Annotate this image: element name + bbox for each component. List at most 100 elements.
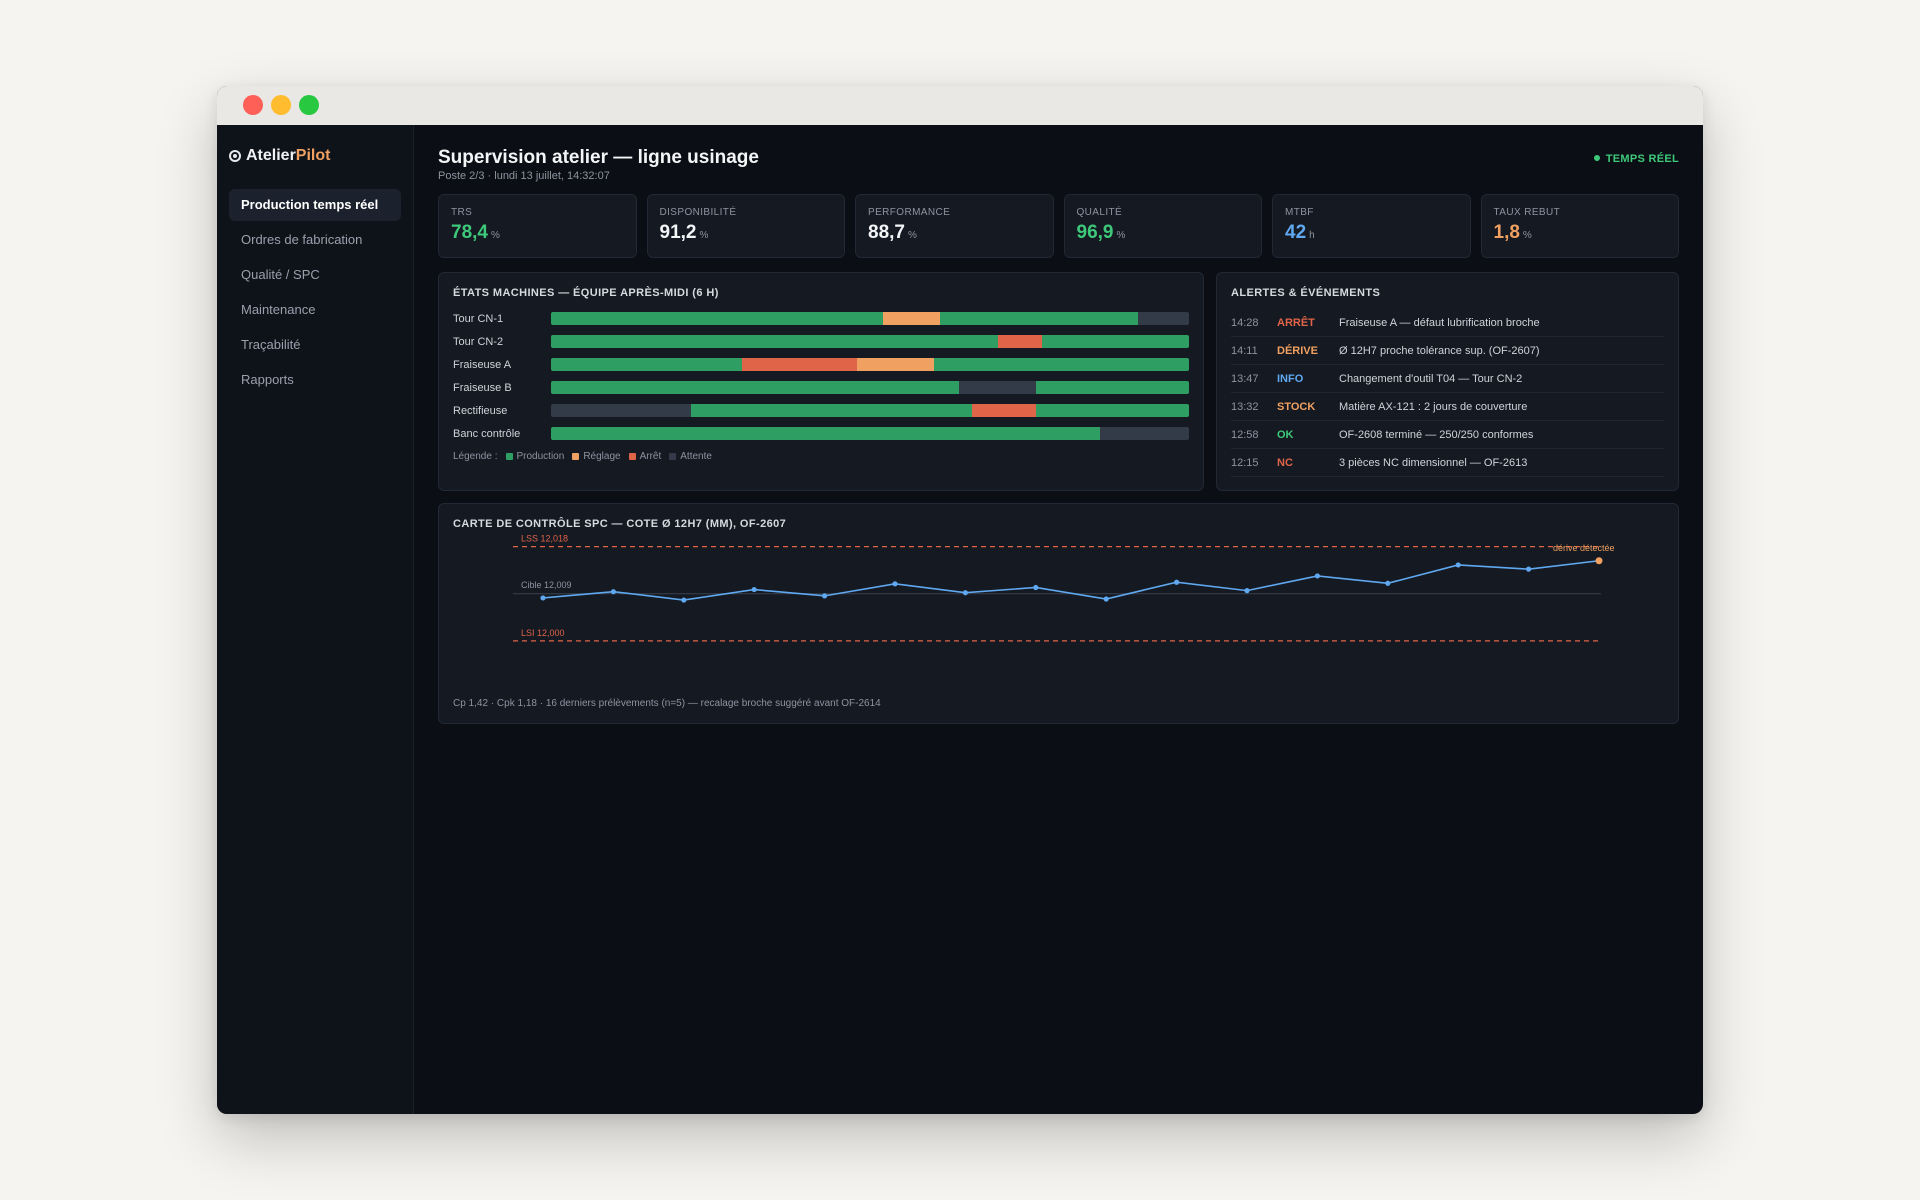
timeline-segment-production (1042, 335, 1189, 348)
timeline-segment-production (940, 312, 1138, 325)
machine-timeline-bar (551, 381, 1189, 394)
kpi-unit: % (1116, 230, 1126, 241)
alerts-panel: Alertes & événements 14:28 ARRÊT Fraiseuse… (1216, 272, 1679, 491)
kpi-unit: % (907, 230, 917, 241)
alert-time: 14:11 (1231, 344, 1258, 357)
spc-chart-panel: Carte de contrôle SPC — cote Ø 12H7 (mm)… (438, 503, 1679, 724)
sidebar-item-2[interactable]: Qualité / SPC (241, 267, 320, 282)
spc-point[interactable] (610, 589, 616, 595)
spc-point[interactable] (1526, 566, 1532, 572)
minimize-window-button[interactable] (271, 95, 291, 115)
spc-chart-title: Carte de contrôle SPC — cote Ø 12H7 (mm)… (453, 518, 787, 530)
alert-row[interactable]: 14:28 ARRÊT Fraiseuse A — défaut lubrifica… (1231, 309, 1664, 337)
alert-message: Changement d'outil T04 — Tour CN-2 (1339, 372, 1523, 385)
machine-row[interactable]: Tour CN-2 (453, 330, 1189, 353)
page-title: Supervision atelier — ligne usinage (438, 147, 759, 168)
kpi-value: 42 (1285, 222, 1307, 243)
kpi-value: 1,8 (1493, 222, 1520, 243)
sidebar-item-5[interactable]: Rapports (241, 372, 294, 387)
legend-swatch (505, 453, 513, 460)
lower-limit-label: LSI 12,000 (521, 628, 565, 638)
machine-row[interactable]: Rectifieuse (453, 399, 1189, 422)
brand-logo[interactable]: AtelierPilot (217, 147, 413, 165)
machine-row[interactable]: Tour CN-1 (453, 307, 1189, 330)
alert-message: Ø 12H7 proche tolérance sup. (OF-2607) (1339, 344, 1540, 357)
kpi-label: Disponibilité (659, 207, 737, 218)
spc-point[interactable] (962, 590, 969, 596)
spc-point[interactable] (751, 586, 757, 593)
alert-row[interactable]: 13:32 STOCK Matière AX-121 : 2 jours de co… (1231, 393, 1664, 421)
sidebar-item-4[interactable]: Traçabilité (241, 337, 301, 352)
spc-point[interactable] (1314, 573, 1320, 579)
kpi-value: 88,7 (868, 222, 905, 243)
kpi-card[interactable]: Disponibilité 91,2% (646, 194, 845, 258)
machine-timeline-bar (551, 312, 1189, 325)
legend-swatch (572, 453, 580, 460)
timeline-segment-production (691, 404, 973, 417)
sidebar-item-0[interactable]: Production temps réel (229, 189, 401, 221)
spc-point[interactable] (892, 581, 898, 587)
spc-chart: LSS 12,018 Cible 12,009 LSI 12,000 dérive d… (513, 534, 1615, 642)
kpi-label: Taux rebut (1493, 207, 1561, 218)
sidebar-item-1[interactable]: Ordres de fabrication (241, 232, 363, 247)
timeline-segment-production (551, 381, 960, 394)
app-window: AtelierPilot Production temps réel Ordres… (217, 86, 1703, 1114)
spc-point[interactable] (1455, 562, 1461, 568)
alert-tag: DÉRIVE (1277, 344, 1318, 357)
machine-name: Banc contrôle (453, 427, 521, 440)
alert-row[interactable]: 14:11 DÉRIVE Ø 12H7 proche tolérance sup. … (1231, 337, 1664, 365)
alerts-title: Alertes & événements (1231, 287, 1381, 299)
spc-alert-point[interactable] (1595, 557, 1603, 565)
machine-name: Rectifieuse (453, 404, 508, 417)
legend-item: Réglage (572, 451, 621, 462)
machine-row[interactable]: Fraiseuse B (453, 376, 1189, 399)
spc-point[interactable] (822, 593, 828, 599)
machine-states-panel: États machines — équipe après-midi (6 h)… (438, 272, 1204, 491)
alert-row[interactable]: 13:47 INFO Changement d'outil T04 — Tour C… (1231, 365, 1664, 393)
spc-point[interactable] (1174, 579, 1180, 585)
machine-row[interactable]: Banc contrôle (453, 422, 1189, 445)
maximize-window-button[interactable] (299, 95, 319, 115)
sidebar-item-3[interactable]: Maintenance (241, 302, 316, 317)
target-label: Cible 12,009 (521, 580, 572, 590)
alert-time: 12:58 (1231, 428, 1259, 441)
alert-tag: ARRÊT (1277, 316, 1315, 329)
realtime-indicator: TEMPS RÉEL (1593, 153, 1679, 165)
spc-point[interactable] (1033, 584, 1039, 591)
alert-row[interactable]: 12:15 NC 3 pièces NC dimensionnel — OF-261… (1231, 449, 1664, 477)
machine-row[interactable]: Fraiseuse A (453, 353, 1189, 376)
alert-row[interactable]: 12:58 OK OF-2608 terminé — 250/250 conform… (1231, 421, 1664, 449)
alert-tag: INFO (1277, 372, 1304, 385)
spc-point[interactable] (1244, 588, 1250, 594)
kpi-card[interactable]: Qualité 96,9% (1063, 194, 1262, 258)
kpi-value-group: 88,7% (868, 222, 1041, 244)
spc-point[interactable] (540, 595, 546, 601)
page-subtitle: Poste 2/3 · lundi 13 juillet, 14:32:07 (438, 170, 610, 182)
kpi-label: Performance (868, 207, 951, 218)
machine-name: Tour CN-2 (453, 335, 504, 348)
spc-point[interactable] (681, 597, 687, 603)
kpi-card[interactable]: TRS 78,4% (438, 194, 637, 258)
kpi-label: TRS (451, 207, 473, 218)
kpi-value-group: 96,9% (1077, 222, 1250, 244)
timeline-segment-arret (972, 404, 1036, 417)
kpi-value: 91,2 (659, 222, 697, 243)
machine-name: Tour CN-1 (453, 312, 504, 325)
window-titlebar (217, 86, 1703, 125)
spc-point[interactable] (1103, 596, 1109, 602)
kpi-label: MTBF (1285, 207, 1314, 218)
kpi-card[interactable]: Performance 88,7% (855, 194, 1054, 258)
kpi-label: Qualité (1076, 207, 1123, 218)
timeline-segment-attente (1099, 427, 1189, 440)
kpi-card[interactable]: Taux rebut 1,8% (1480, 194, 1679, 258)
legend-item: Production (505, 451, 564, 462)
spc-point[interactable] (1385, 580, 1391, 586)
legend-label: Attente (680, 451, 712, 462)
sidebar-nav: Production temps réel Ordres de fabricati… (217, 189, 413, 396)
kpi-card[interactable]: MTBF 42 h (1272, 194, 1471, 258)
legend-swatch (669, 453, 677, 460)
brand-name-main: Atelier (246, 147, 296, 164)
alert-time: 12:15 (1231, 456, 1259, 469)
timeline-segment-arret (742, 358, 858, 371)
close-window-button[interactable] (243, 95, 263, 115)
